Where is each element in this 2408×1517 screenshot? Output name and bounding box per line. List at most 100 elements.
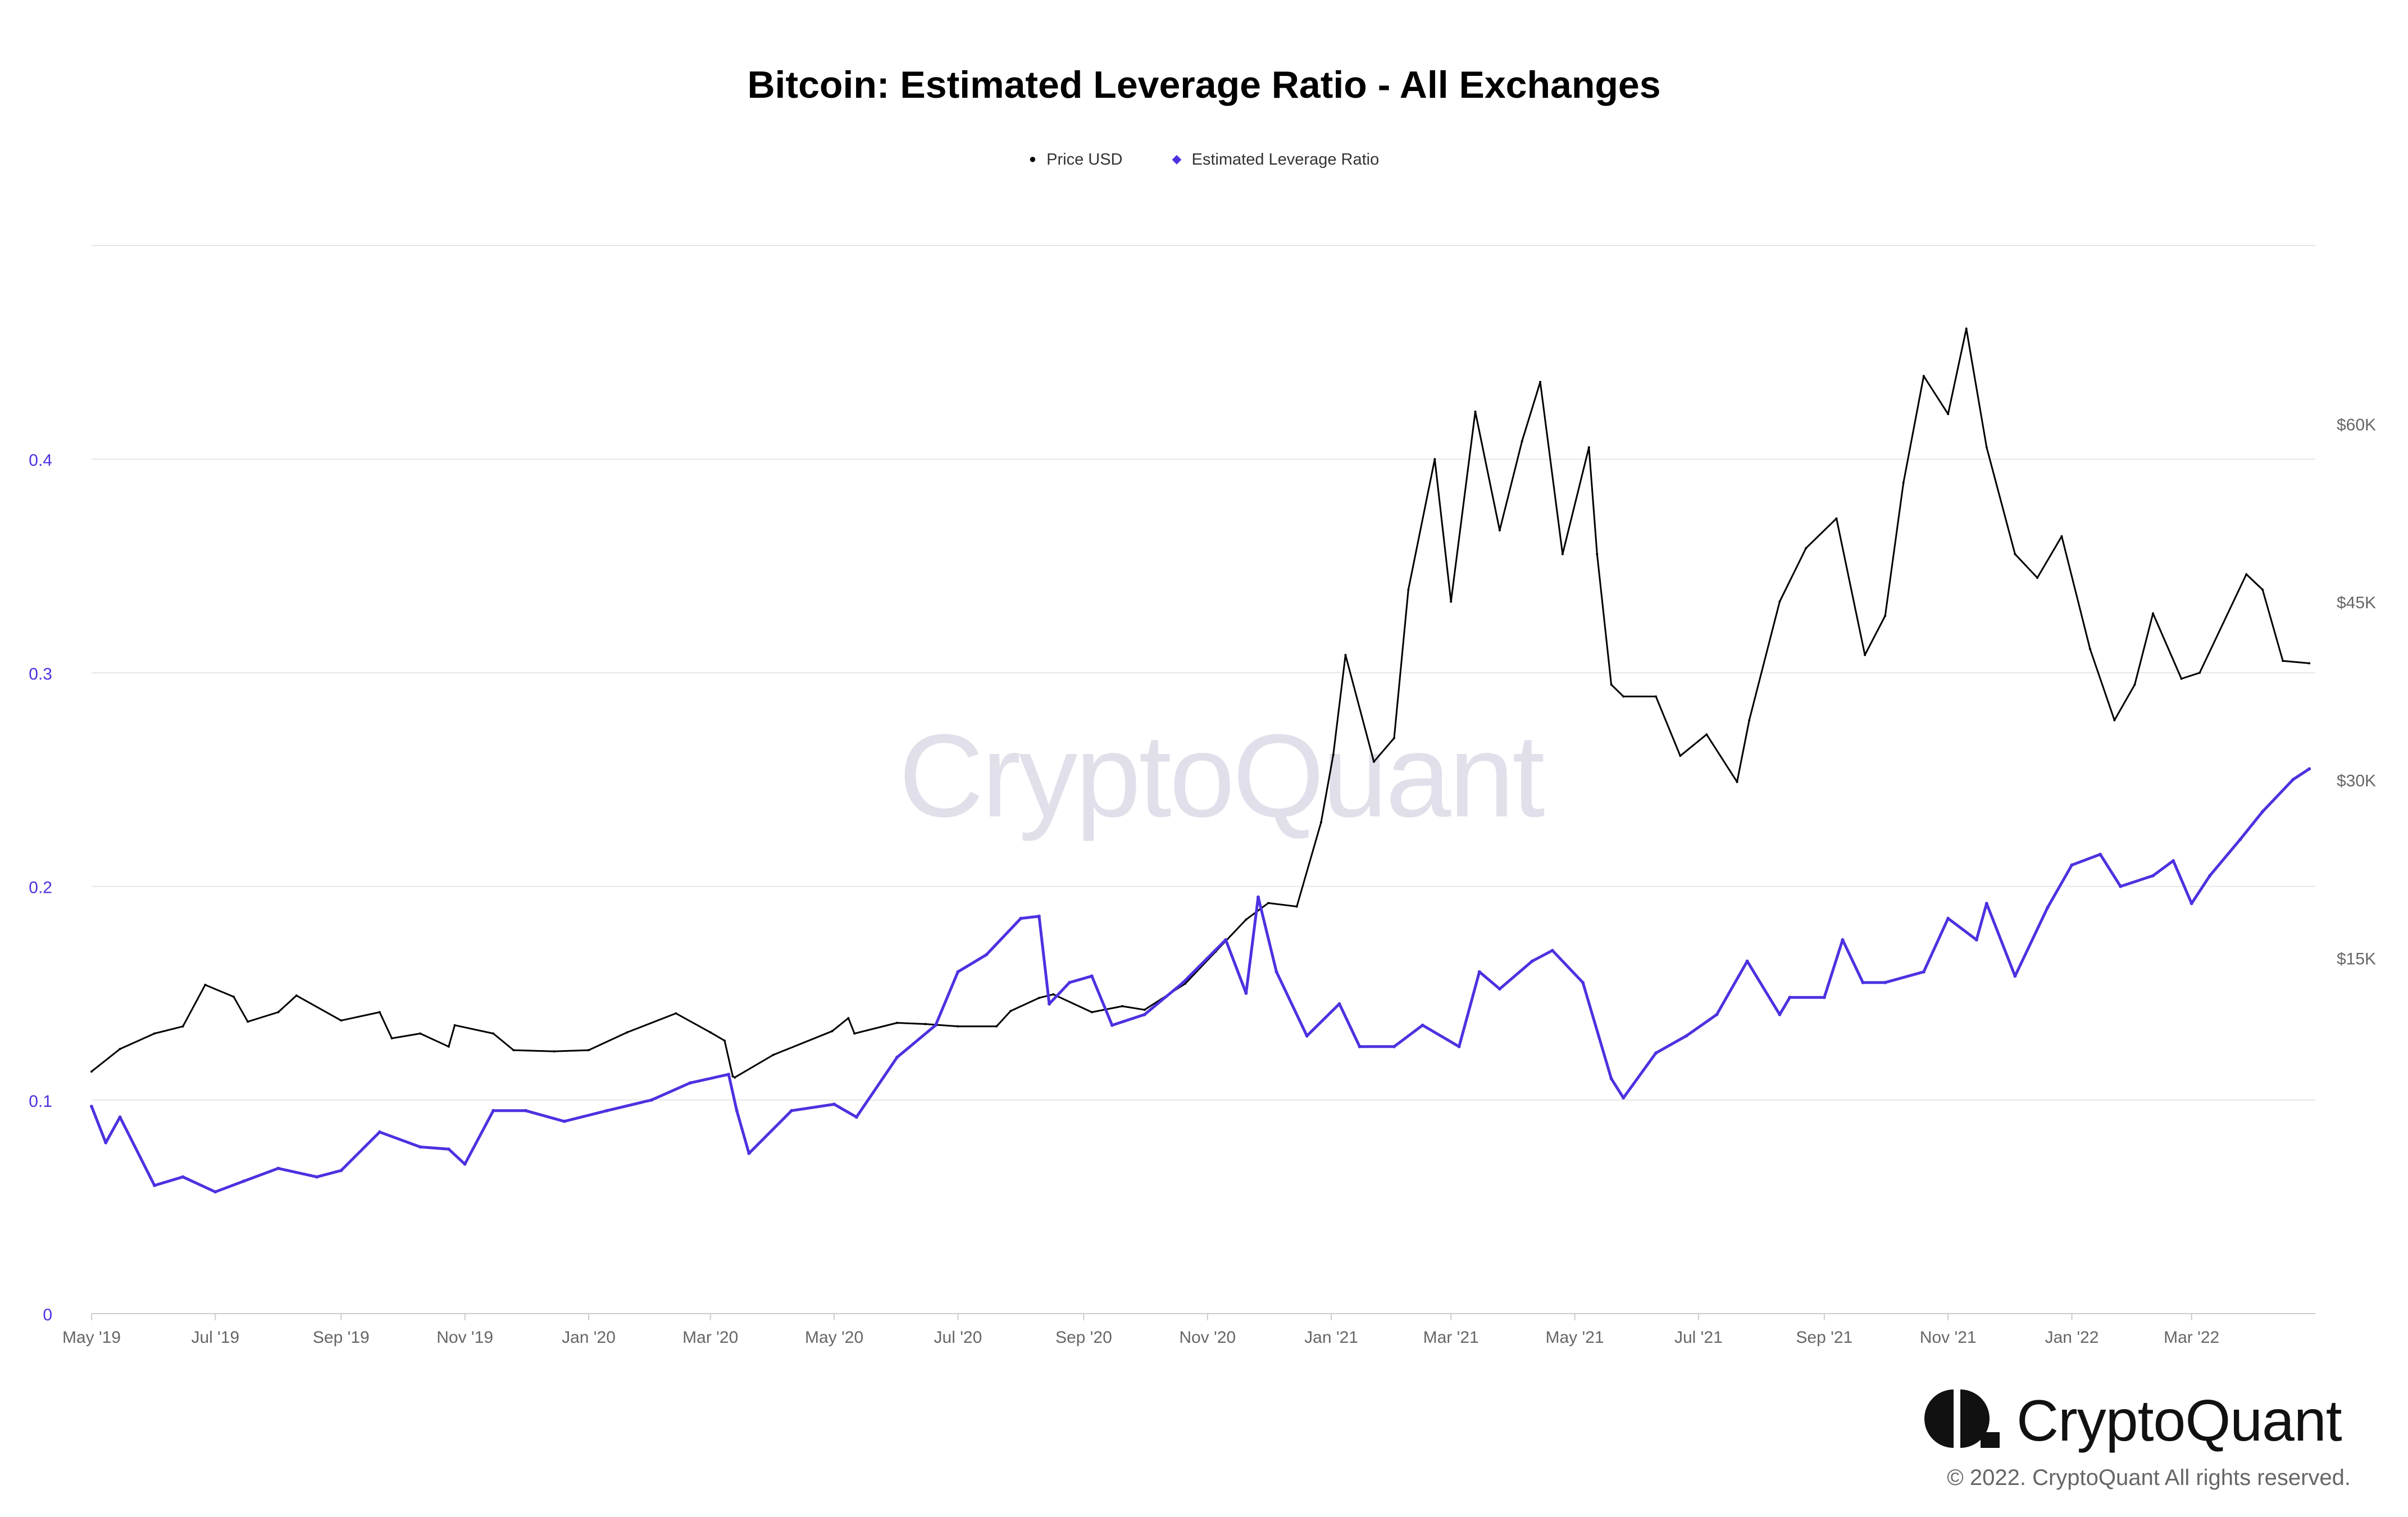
leverage-point xyxy=(491,1109,495,1112)
price-point xyxy=(1295,905,1298,908)
x-tick-label: Jul '19 xyxy=(191,1328,239,1347)
watermark: CryptoQuant xyxy=(899,710,1545,842)
price-point xyxy=(1655,695,1657,698)
price-point xyxy=(896,1021,899,1024)
leverage-point xyxy=(1037,914,1041,918)
leverage-point xyxy=(1984,902,1988,905)
price-point xyxy=(1267,902,1270,905)
price-point xyxy=(2180,678,2183,680)
leverage-point xyxy=(1392,1044,1396,1048)
x-tick-label: Nov '19 xyxy=(436,1328,493,1347)
legend-item-leverage[interactable]: ◆ Estimated Leverage Ratio xyxy=(1172,151,1380,169)
leverage-point xyxy=(377,1130,381,1134)
price-point xyxy=(1320,821,1322,824)
leverage-point xyxy=(2172,859,2175,862)
price-point xyxy=(1947,412,1950,415)
price-point xyxy=(295,994,298,997)
price-point xyxy=(772,1053,775,1056)
y-left-tick-label: 0.1 xyxy=(29,1092,52,1111)
price-point xyxy=(1679,755,1682,757)
price-point xyxy=(2198,671,2201,674)
price-point xyxy=(723,1039,726,1042)
price-point xyxy=(1902,482,1905,484)
leverage-point xyxy=(1019,916,1023,920)
price-point xyxy=(924,1023,927,1025)
leverage-point xyxy=(447,1147,450,1151)
leverage-point xyxy=(985,953,988,957)
price-point xyxy=(1884,615,1887,617)
leverage-point xyxy=(895,1055,899,1059)
x-tick-label: May '21 xyxy=(1545,1328,1604,1347)
price-point xyxy=(1407,588,1410,591)
legend-diamond-icon: ◆ xyxy=(1172,152,1182,166)
price-point xyxy=(232,996,235,998)
leverage-point xyxy=(1550,948,1554,952)
leverage-point xyxy=(2208,874,2212,878)
leverage-point xyxy=(1654,1051,1658,1055)
price-point xyxy=(492,1032,495,1035)
y-right-tick-label: $15K xyxy=(2337,950,2376,968)
x-tick-label: Jan '21 xyxy=(1304,1328,1358,1347)
leverage-point xyxy=(1257,895,1260,899)
x-tick-label: Sep '21 xyxy=(1796,1328,1852,1347)
leverage-point xyxy=(524,1109,527,1112)
x-tick-label: Sep '19 xyxy=(313,1328,370,1347)
price-point xyxy=(1587,446,1590,449)
leverage-point xyxy=(276,1166,280,1170)
legend-label-price: Price USD xyxy=(1046,151,1123,169)
leverage-point xyxy=(1883,980,1887,984)
price-point xyxy=(1561,553,1564,556)
x-tick-label: Mar '21 xyxy=(1423,1328,1479,1347)
price-point xyxy=(1498,529,1501,532)
x-tick-label: Nov '21 xyxy=(1920,1328,1977,1347)
price-point xyxy=(204,983,207,986)
leverage-point xyxy=(1497,987,1501,991)
price-point xyxy=(453,1024,456,1027)
cryptoquant-logo-icon xyxy=(1924,1389,2000,1448)
leverage-point xyxy=(735,1109,739,1112)
y-left-tick-label: 0.2 xyxy=(29,879,52,897)
price-point xyxy=(553,1050,556,1053)
price-point xyxy=(1121,1005,1123,1007)
legend-label-leverage: Estimated Leverage Ratio xyxy=(1191,151,1380,169)
x-tick-label: May '20 xyxy=(805,1328,863,1347)
leverage-point xyxy=(2099,852,2102,856)
leverage-point xyxy=(934,1023,937,1027)
legend-item-price[interactable]: ● Price USD xyxy=(1029,151,1123,169)
leverage-point xyxy=(1181,980,1185,984)
x-tick-label: Sep '20 xyxy=(1055,1328,1112,1347)
price-point xyxy=(588,1049,590,1052)
price-point xyxy=(1344,653,1347,656)
leverage-point xyxy=(1337,1002,1341,1006)
y-left-tick-label: 0.4 xyxy=(29,451,52,470)
price-point xyxy=(2036,576,2039,579)
price-point xyxy=(1009,1010,1012,1012)
leverage-point xyxy=(1224,938,1228,942)
leverage-point xyxy=(832,1102,836,1106)
leverage-point xyxy=(1946,916,1950,920)
price-point xyxy=(1037,997,1040,1000)
leverage-point xyxy=(2307,767,2311,771)
x-tick-label: Jan '20 xyxy=(562,1328,616,1347)
price-point xyxy=(1596,553,1599,556)
price-point xyxy=(1539,380,1542,383)
logo-text: CryptoQuant xyxy=(2016,1388,2342,1454)
leverage-point xyxy=(1244,991,1248,995)
price-point xyxy=(675,1012,677,1015)
leverage-point xyxy=(1142,1012,1146,1016)
leverage-point xyxy=(650,1098,653,1102)
price-point xyxy=(1965,327,1968,330)
price-point xyxy=(995,1025,998,1028)
leverage-point xyxy=(1358,1044,1362,1048)
price-point xyxy=(734,1076,736,1079)
leverage-point xyxy=(213,1190,217,1194)
leverage-point xyxy=(2070,863,2074,867)
leverage-point xyxy=(339,1169,343,1173)
price-point xyxy=(1736,780,1738,783)
price-point xyxy=(1393,737,1395,739)
price-point xyxy=(1143,1009,1146,1011)
price-point xyxy=(277,1011,280,1014)
price-point xyxy=(1748,719,1751,721)
price-point xyxy=(1622,695,1625,698)
leverage-point xyxy=(1715,1012,1719,1016)
